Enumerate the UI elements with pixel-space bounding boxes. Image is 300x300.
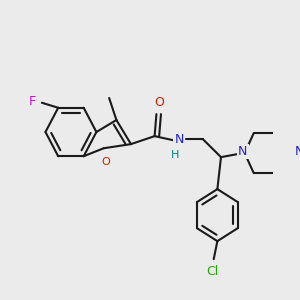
Text: Cl: Cl — [206, 265, 218, 278]
Text: N: N — [295, 145, 300, 158]
Text: N: N — [238, 145, 248, 158]
Text: O: O — [154, 96, 164, 109]
Text: O: O — [101, 157, 110, 167]
Text: F: F — [29, 95, 36, 108]
Text: N: N — [175, 133, 184, 146]
Text: H: H — [170, 150, 179, 160]
